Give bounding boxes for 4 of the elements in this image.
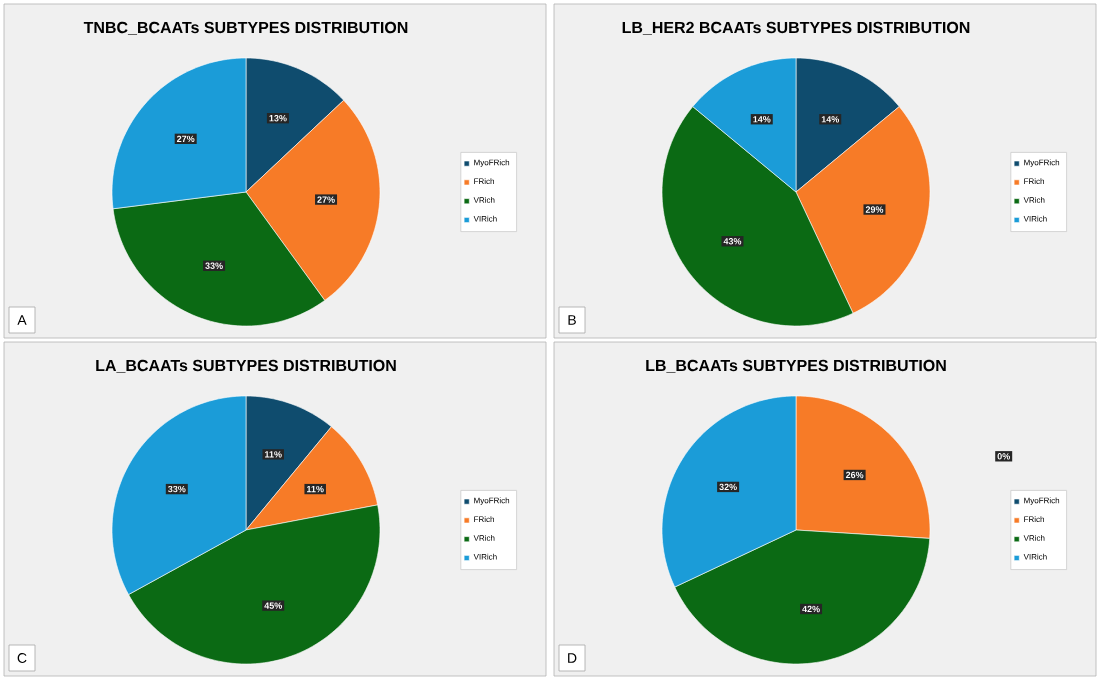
chart-title: LB_BCAATs SUBTYPES DISTRIBUTION — [646, 359, 946, 373]
chart-title: TNBC_BCAATs SUBTYPES DISTRIBUTION — [83, 21, 408, 35]
chart-title: LA_BCAATs SUBTYPES DISTRIBUTION — [96, 359, 396, 373]
chart-title: LB_HER2 BCAATs SUBTYPES DISTRIBUTION — [622, 21, 970, 35]
